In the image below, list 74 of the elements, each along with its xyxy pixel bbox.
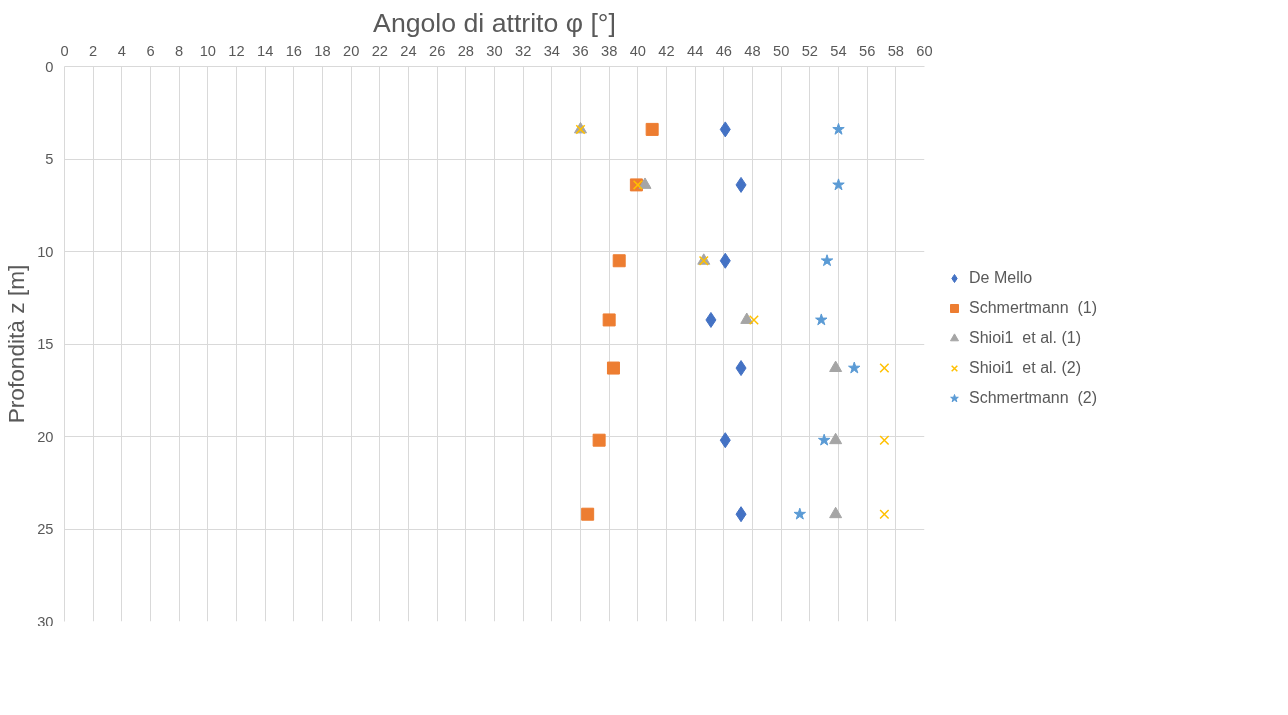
x-tick-label: 2 bbox=[89, 42, 98, 59]
y-tick-label: 25 bbox=[37, 521, 54, 537]
x-tick-label: 36 bbox=[572, 42, 589, 59]
y-tick-label: 20 bbox=[37, 428, 54, 445]
point bbox=[879, 509, 890, 520]
legend-label: Schmertmann (1) bbox=[969, 299, 1098, 317]
x-tick-label: 60 bbox=[916, 42, 933, 59]
legend-label: Schmertmann (2) bbox=[969, 389, 1098, 407]
x-tick-label: 48 bbox=[744, 42, 761, 59]
y-tick-label: 30 bbox=[37, 613, 54, 630]
x-tick-label: 50 bbox=[773, 42, 790, 59]
x-tick-label: 0 bbox=[60, 42, 69, 59]
x-tick-label: 24 bbox=[400, 42, 417, 59]
point bbox=[735, 360, 747, 377]
point bbox=[829, 360, 843, 373]
x-tick-label: 20 bbox=[343, 42, 360, 59]
x-tick-label: 22 bbox=[371, 42, 388, 59]
point bbox=[832, 178, 845, 191]
point bbox=[719, 252, 731, 269]
x-tick-label: 6 bbox=[146, 42, 155, 59]
y-tick-label: 15 bbox=[37, 336, 54, 352]
point bbox=[612, 254, 626, 268]
point bbox=[879, 435, 890, 446]
legend-label: Shioi1 et al. (1) bbox=[969, 329, 1082, 347]
x-tick-label: 4 bbox=[117, 42, 126, 59]
point bbox=[645, 122, 659, 136]
point bbox=[581, 507, 595, 521]
point bbox=[829, 506, 843, 519]
point bbox=[815, 313, 828, 326]
y-tick-label: 0 bbox=[45, 58, 54, 75]
point bbox=[606, 361, 620, 375]
x-tick-label: 26 bbox=[429, 42, 446, 59]
point bbox=[740, 312, 754, 324]
point bbox=[748, 314, 759, 325]
x-tick-label: 58 bbox=[887, 42, 904, 59]
x-tick-label: 10 bbox=[199, 42, 216, 59]
point bbox=[829, 432, 843, 445]
x-tick-label: 18 bbox=[314, 42, 331, 59]
x-tick-label: 14 bbox=[257, 42, 274, 59]
legend-label: De Mello bbox=[969, 269, 1033, 287]
x-tick-label: 40 bbox=[629, 42, 646, 59]
x-tick-label: 44 bbox=[687, 42, 704, 59]
legend-label: Shioi1 et al. (2) bbox=[969, 359, 1082, 377]
point bbox=[719, 432, 731, 449]
y-axis-title: Profondità z [m] bbox=[3, 264, 30, 424]
x-tick-label: 8 bbox=[175, 42, 184, 59]
x-tick-label: 32 bbox=[515, 42, 532, 59]
chart-title: Angolo di attrito φ [°] bbox=[373, 7, 616, 38]
x-tick-label: 34 bbox=[543, 42, 560, 59]
x-tick-label: 12 bbox=[228, 42, 245, 59]
y-tick-label: 5 bbox=[45, 151, 54, 167]
point bbox=[848, 361, 861, 374]
x-tick-label: 30 bbox=[486, 42, 503, 59]
point bbox=[602, 313, 616, 327]
x-tick-label: 56 bbox=[859, 42, 876, 59]
y-tick-label: 10 bbox=[37, 243, 54, 260]
x-tick-label: 28 bbox=[457, 42, 474, 59]
x-tick-label: 42 bbox=[658, 42, 675, 59]
x-tick-label: 38 bbox=[601, 42, 618, 59]
point bbox=[592, 433, 606, 447]
x-tick-label: 46 bbox=[715, 42, 732, 59]
point bbox=[832, 122, 845, 135]
point bbox=[735, 176, 747, 193]
point bbox=[817, 433, 831, 446]
point bbox=[638, 177, 652, 189]
point bbox=[705, 311, 717, 328]
x-tick-label: 54 bbox=[830, 42, 847, 59]
point bbox=[820, 254, 834, 267]
point bbox=[879, 363, 890, 374]
x-tick-label: 16 bbox=[285, 42, 302, 59]
point bbox=[735, 506, 747, 523]
point bbox=[719, 121, 731, 138]
x-tick-label: 52 bbox=[801, 42, 818, 59]
point bbox=[793, 507, 807, 520]
